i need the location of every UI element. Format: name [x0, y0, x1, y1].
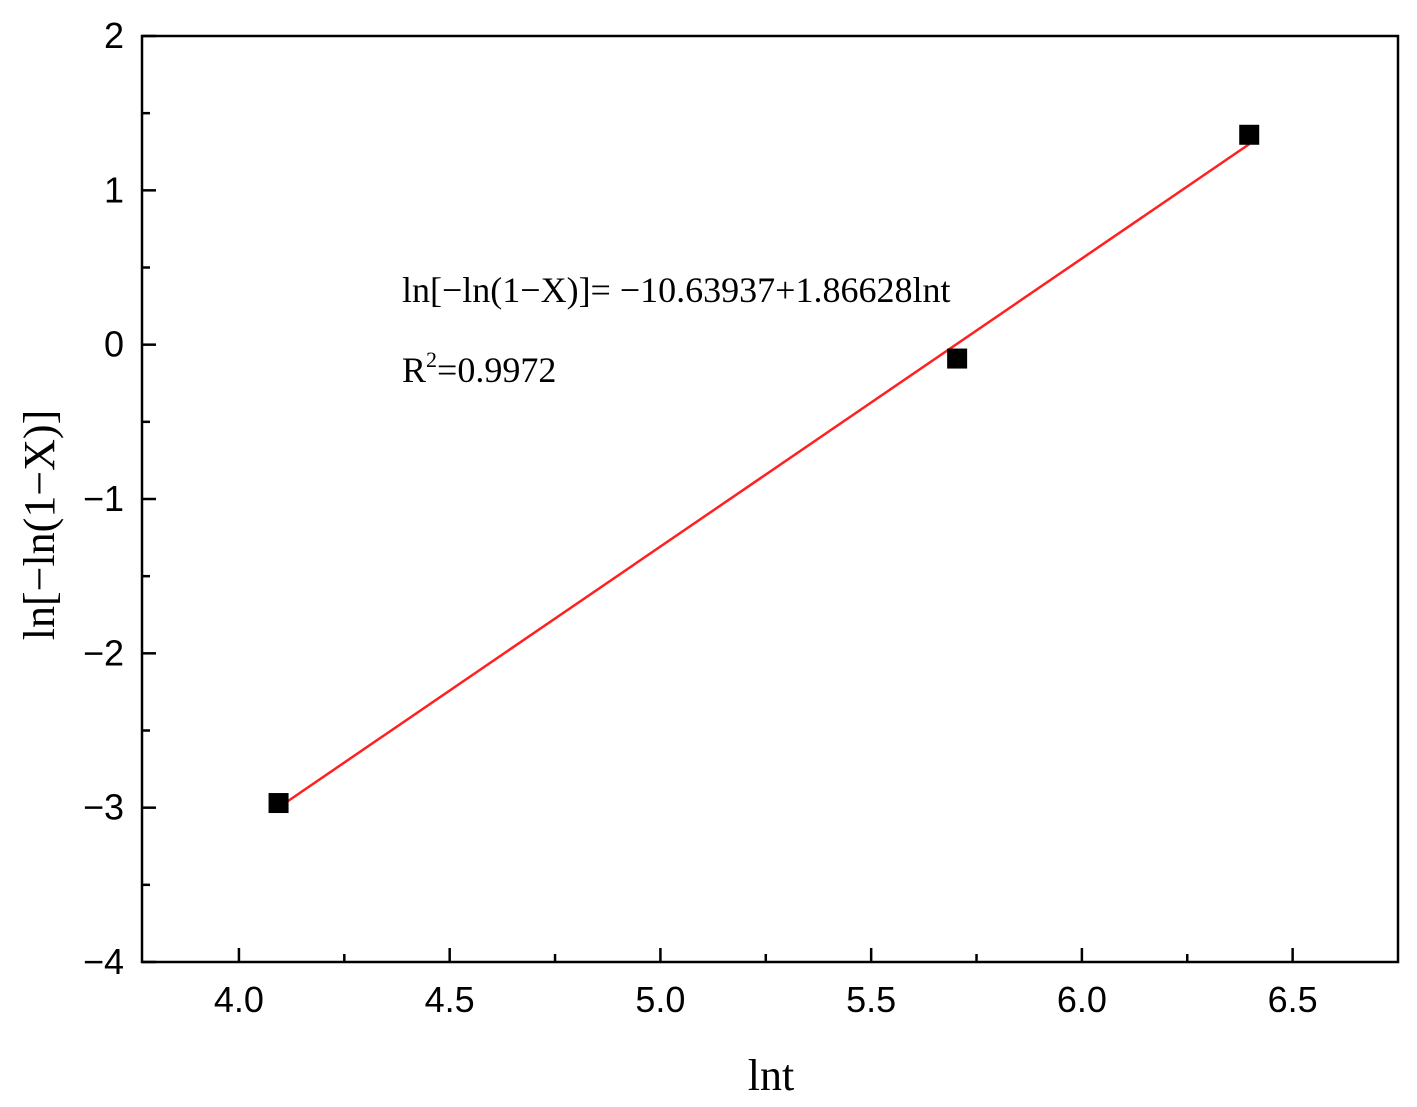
y-tick-label: −1	[83, 478, 124, 519]
y-tick-label: 1	[104, 169, 124, 210]
data-point	[947, 348, 968, 369]
r-squared-superscript: 2	[426, 347, 437, 372]
x-tick-label: 4.5	[425, 979, 475, 1020]
plot-frame	[140, 34, 1400, 964]
x-tick-label: 4.0	[214, 979, 264, 1020]
y-tick-label: 0	[104, 324, 124, 365]
r-squared-prefix: R	[402, 350, 426, 390]
data-point	[1239, 124, 1260, 145]
x-tick-label: 6.0	[1057, 979, 1107, 1020]
fit-line	[277, 143, 1250, 809]
r-squared-annotation: R2=0.9972	[402, 347, 556, 390]
plot-frame-layer	[140, 34, 1400, 964]
y-tick-label: −3	[83, 787, 124, 828]
x-axis-title: lnt	[748, 1051, 794, 1100]
y-axis-title: ln[−ln(1−X)]	[15, 410, 64, 640]
fit-equation-annotation: ln[−ln(1−X)]= −10.63937+1.86628lnt	[402, 270, 950, 310]
r-squared-value: =0.9972	[437, 350, 556, 390]
x-tick-label: 5.5	[846, 979, 896, 1020]
fit-line-layer	[277, 143, 1250, 809]
x-tick-label: 6.5	[1268, 979, 1318, 1020]
tick-layer: 4.0 4.5 5.0 5.5 6.0 6.5 −4 −3 −2 −1 0 1 2	[83, 15, 1318, 1020]
x-tick-label: 5.0	[635, 979, 685, 1020]
data-points-layer	[268, 124, 1260, 814]
y-tick-label: 2	[104, 15, 124, 56]
y-tick-label: −2	[83, 632, 124, 673]
y-tick-label: −4	[83, 941, 124, 982]
data-point	[268, 793, 289, 814]
